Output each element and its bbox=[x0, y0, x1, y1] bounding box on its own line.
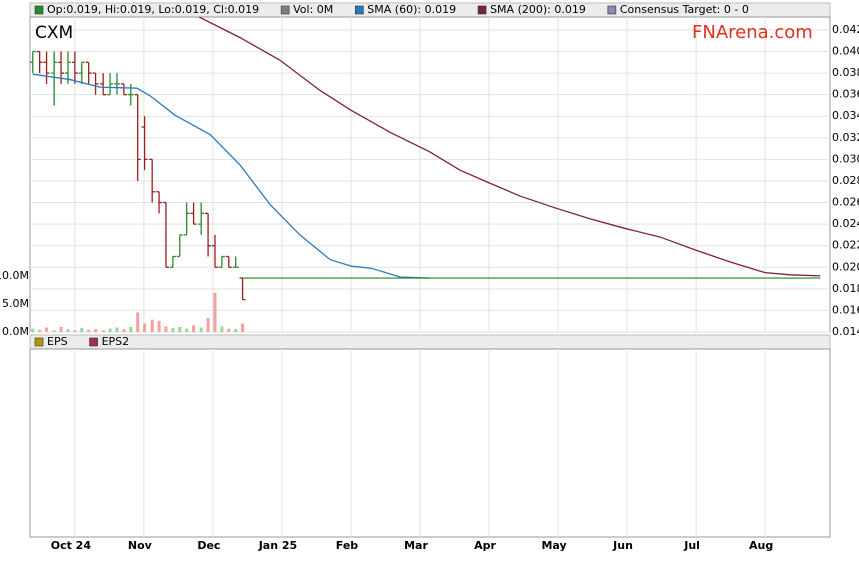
x-tick-label: Apr bbox=[474, 539, 496, 552]
volume-bar bbox=[150, 319, 154, 332]
y2-tick-label: 0.0M bbox=[2, 325, 29, 338]
legend-swatch bbox=[477, 5, 487, 15]
volume-bar bbox=[115, 327, 119, 332]
volume-bar bbox=[52, 330, 56, 332]
volume-bar bbox=[157, 320, 161, 332]
volume-bar bbox=[87, 329, 91, 332]
line bbox=[32, 73, 430, 279]
legend-swatch bbox=[34, 5, 44, 15]
volume-bar bbox=[80, 328, 84, 332]
volume-bar bbox=[213, 292, 217, 332]
eps-panel bbox=[29, 348, 831, 538]
volume-bar bbox=[122, 329, 126, 332]
y-tick-label: 0.040 bbox=[832, 45, 859, 58]
legend-swatch bbox=[34, 337, 44, 347]
y2-tick-label: 5.0M bbox=[2, 297, 29, 310]
y-tick-label: 0.036 bbox=[832, 88, 859, 101]
volume-bar bbox=[59, 326, 63, 332]
y-tick-label: 0.026 bbox=[832, 196, 859, 209]
legend-swatch bbox=[280, 5, 290, 15]
volume-bar bbox=[171, 328, 175, 332]
y-tick-label: 0.016 bbox=[832, 303, 859, 316]
x-tick-label: Mar bbox=[404, 539, 428, 552]
x-tick-label: Aug bbox=[749, 539, 773, 552]
y-tick-label: 0.014 bbox=[832, 325, 859, 338]
y2-tick-label: 10.0M bbox=[0, 269, 29, 282]
volume-bar bbox=[185, 328, 189, 332]
volume-bar bbox=[227, 328, 231, 332]
price-panel bbox=[29, 16, 831, 333]
y-tick-label: 0.028 bbox=[832, 174, 859, 187]
volume-bar bbox=[234, 329, 238, 332]
volume-bar bbox=[108, 328, 112, 332]
legend-label: SMA (60): 0.019 bbox=[367, 3, 456, 16]
volume-bar bbox=[136, 312, 140, 332]
y-tick-label: 0.024 bbox=[832, 217, 859, 230]
volume bbox=[31, 292, 245, 332]
volume-bar bbox=[164, 326, 168, 332]
lines bbox=[32, 17, 821, 279]
volume-bar bbox=[73, 330, 77, 332]
legend-label: Consensus Target: 0 - 0 bbox=[620, 3, 749, 16]
volume-bar bbox=[192, 325, 196, 332]
y-tick-label: 0.034 bbox=[832, 109, 859, 122]
labels: 0.014 0.016 0.018 0.020 0.022 0.024 0.026 0.028… bbox=[0, 3, 859, 552]
legend-label: EPS bbox=[47, 335, 68, 348]
y-tick-label: 0.038 bbox=[832, 66, 859, 79]
volume-bar bbox=[45, 327, 49, 332]
y-tick-label: 0.022 bbox=[832, 239, 859, 252]
volume-bar bbox=[31, 328, 35, 332]
x-tick-label: May bbox=[541, 539, 566, 552]
grid bbox=[30, 17, 830, 537]
volume-bar bbox=[101, 330, 105, 332]
volume-bar bbox=[94, 329, 98, 332]
volume-bar bbox=[220, 326, 224, 332]
legend-swatch bbox=[607, 5, 617, 15]
price-bars bbox=[29, 50, 246, 301]
volume-bar bbox=[199, 327, 203, 332]
volume-bar bbox=[241, 323, 245, 332]
volume-bar bbox=[143, 323, 147, 332]
x-tick-label: Feb bbox=[336, 539, 359, 552]
y-tick-label: 0.032 bbox=[832, 131, 859, 144]
ticker: CXM bbox=[35, 23, 73, 43]
legend-label: SMA (200): 0.019 bbox=[490, 3, 586, 16]
legend-label: Vol: 0M bbox=[293, 3, 333, 16]
legend-swatch bbox=[89, 337, 98, 347]
x-tick-label: Jul bbox=[683, 539, 700, 552]
legend-bar bbox=[29, 334, 831, 350]
y-tick-label: 0.030 bbox=[832, 152, 859, 165]
legend-label: EPS2 bbox=[102, 335, 130, 348]
source: FNArena.com bbox=[692, 22, 813, 43]
volume-bar bbox=[178, 326, 182, 332]
volume-bar bbox=[206, 318, 210, 332]
volume-bar bbox=[38, 329, 42, 332]
x-tick-label: Jun bbox=[612, 539, 633, 552]
y-tick-label: 0.042 bbox=[832, 23, 859, 36]
volume-bar bbox=[66, 329, 70, 332]
y-tick-label: 0.018 bbox=[832, 282, 859, 295]
y-tick-label: 0.020 bbox=[832, 260, 859, 273]
x-tick-label: Jan 25 bbox=[258, 539, 297, 552]
legend-swatch bbox=[354, 5, 364, 15]
x-tick-label: Nov bbox=[128, 539, 153, 552]
x-tick-label: Dec bbox=[197, 539, 220, 552]
line bbox=[198, 17, 821, 277]
x-tick-label: Oct 24 bbox=[51, 539, 92, 552]
legend-label: Op:0.019, Hi:0.019, Lo:0.019, Cl:0.019 bbox=[47, 3, 259, 16]
volume-bar bbox=[129, 326, 133, 332]
